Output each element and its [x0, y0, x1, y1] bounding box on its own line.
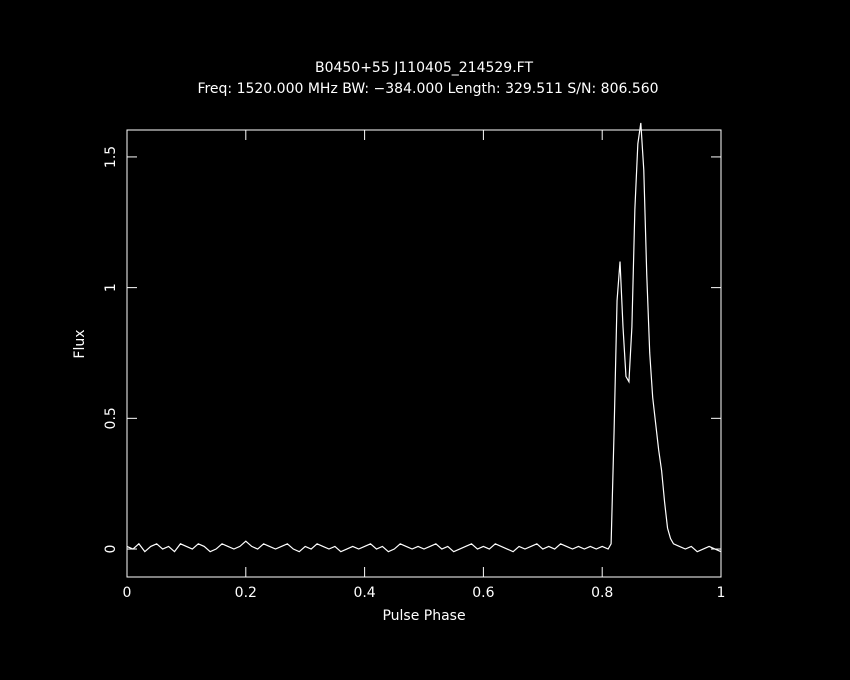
y-axis-label: Flux [72, 329, 88, 358]
line-series [126, 122, 722, 553]
y-tick-label: 0.5 [103, 407, 119, 429]
x-tick-label: 0.8 [591, 585, 613, 601]
y-tick-label: 0 [103, 545, 119, 554]
x-tick-label: 0 [123, 585, 132, 601]
x-tick-label: 0.6 [472, 585, 494, 601]
y-tick-label: 1 [103, 283, 119, 292]
y-tick-label: 1.5 [103, 146, 119, 168]
chart-title: B0450+55 J110405_214529.FT [315, 60, 534, 76]
x-axis-label: Pulse Phase [382, 608, 465, 624]
x-tick-label: 0.4 [353, 585, 375, 601]
x-tick-label: 1 [717, 585, 726, 601]
x-tick-label: 0.2 [235, 585, 257, 601]
chart-subtitle: Freq: 1520.000 MHz BW: −384.000 Length: … [197, 81, 658, 97]
plot-frame [126, 129, 722, 578]
